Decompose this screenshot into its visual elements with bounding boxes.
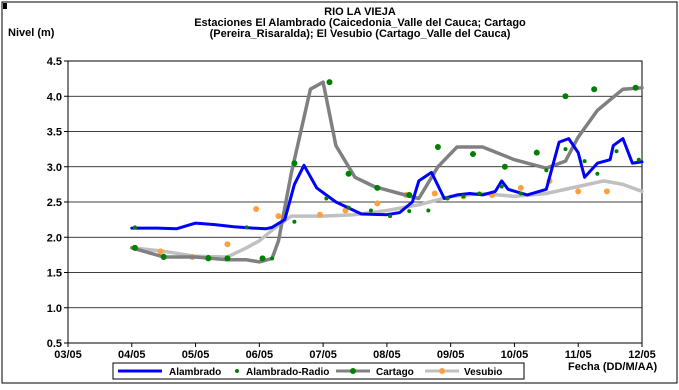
series-point-alambrado-radio <box>499 184 504 189</box>
series-line-cartago <box>130 80 644 264</box>
series-point-alambrado-radio <box>544 168 549 173</box>
series-point-cartago <box>326 79 333 86</box>
series-point-alambrado-radio <box>206 254 211 259</box>
x-tick-label: 08/05 <box>373 349 401 361</box>
x-tick-label: 04/05 <box>118 349 146 361</box>
legend-label-cartago: Cartago <box>376 367 414 378</box>
series-point-cartago <box>406 191 413 198</box>
series-point-alambrado-radio <box>614 149 619 154</box>
y-tick-label: 4.5 <box>47 56 62 68</box>
series-point-vesubio <box>374 200 381 207</box>
title-line: Estaciones El Alambrado (Caicedonia_Vall… <box>194 17 526 29</box>
series-point-vesubio <box>224 241 231 248</box>
series-point-alambrado-radio <box>388 214 393 219</box>
series-point-cartago <box>374 184 381 191</box>
legend-label-vesubio: Vesubio <box>464 367 502 378</box>
series-point-vesubio <box>253 206 260 213</box>
x-tick-label: 11/05 <box>565 349 592 361</box>
series-point-cartago <box>562 93 569 100</box>
x-tick-label: 03/05 <box>54 349 82 361</box>
legend-label-alambrado: Alambrado <box>169 367 221 378</box>
series-point-alambrado-radio <box>426 208 431 213</box>
series-point-cartago <box>501 163 508 170</box>
series-point-cartago <box>131 244 138 251</box>
series-point-alambrado-radio <box>161 253 166 258</box>
series-point-alambrado-radio <box>244 225 249 230</box>
y-tick-label: 3.0 <box>47 162 62 174</box>
series-point-vesubio <box>275 213 282 220</box>
y-axis-label: Nivel (m) <box>8 27 55 39</box>
series-point-vesubio <box>342 207 349 214</box>
series-point-alambrado-radio <box>636 157 641 162</box>
series-point-alambrado-radio <box>407 209 412 214</box>
grid <box>68 95 642 309</box>
series-point-alambrado-radio <box>595 171 600 176</box>
legend-swatch-alambrado-radio <box>235 369 239 373</box>
y-tick-label: 2.0 <box>47 232 62 244</box>
series-point-alambrado-radio <box>368 208 373 213</box>
series-point-cartago <box>533 149 540 156</box>
x-tick-label: 10/05 <box>501 349 529 361</box>
corner-mark <box>3 3 7 9</box>
series-point-cartago <box>591 86 598 93</box>
y-tick-label: 2.5 <box>47 197 62 209</box>
title-line: RIO LA VIEJA <box>324 6 396 18</box>
y-tick-label: 0.5 <box>47 338 62 350</box>
series-point-cartago <box>259 255 266 262</box>
series-point-alambrado-radio <box>292 219 297 224</box>
legend-label-alambrado-radio: Alambrado-Radio <box>246 367 329 378</box>
series-point-alambrado-radio <box>477 191 482 196</box>
y-axis-ticks: 0.5 1.0 1.5 2.0 2.5 3.0 3.5 4.0 4.5 <box>47 56 68 350</box>
x-tick-label: 06/05 <box>246 349 274 361</box>
y-tick-label: 1.5 <box>47 268 62 280</box>
series-point-alambrado-radio <box>346 205 351 210</box>
x-tick-label: 05/05 <box>182 349 210 361</box>
series-point-cartago <box>632 84 639 91</box>
x-axis-ticks: 03/05 04/05 05/05 06/05 07/05 08/05 09/05 10/05… <box>54 343 656 361</box>
legend-swatch-marker-cartago <box>350 368 356 374</box>
series-point-vesubio <box>517 184 524 191</box>
series-point-alambrado-radio <box>324 196 329 201</box>
series-point-cartago <box>469 151 476 158</box>
series-point-vesubio <box>157 248 164 255</box>
x-tick-label: 07/05 <box>309 349 337 361</box>
series-point-vesubio <box>575 188 582 195</box>
series-point-cartago <box>345 170 352 177</box>
chart-frame <box>1 1 678 384</box>
series-point-alambrado-radio <box>445 196 450 201</box>
title-line: (Pereira_Risaralda); El Vesubio (Cartago… <box>210 28 511 40</box>
series-point-alambrado-radio <box>563 147 568 152</box>
series-point-alambrado-radio <box>582 159 587 164</box>
y-tick-label: 1.0 <box>47 303 62 315</box>
series-line-vesubio <box>130 179 644 259</box>
series-point-cartago <box>224 255 231 262</box>
series-point-vesubio <box>603 188 610 195</box>
x-tick-label: 09/05 <box>437 349 465 361</box>
series-point-alambrado-radio <box>132 225 137 230</box>
legend: Alambrado Alambrado-Radio Cartago Vesubio <box>112 362 525 380</box>
x-tick-label: 12/05 <box>628 349 656 361</box>
series-line-alambrado <box>130 137 644 231</box>
series-point-cartago <box>291 160 298 167</box>
series-point-alambrado-radio <box>270 256 275 261</box>
legend-box <box>112 362 525 380</box>
x-axis-label: Fecha (DD/M/AA) <box>568 361 658 373</box>
legend-swatch-marker-vesubio <box>439 368 445 374</box>
series-layer <box>130 79 644 264</box>
series-point-vesubio <box>316 211 323 218</box>
series-point-vesubio <box>431 190 438 197</box>
y-tick-label: 4.0 <box>47 91 62 103</box>
y-tick-label: 3.5 <box>47 127 62 139</box>
series-point-cartago <box>434 144 441 151</box>
series-point-alambrado-radio <box>461 194 466 199</box>
series-point-alambrado-radio <box>518 191 523 196</box>
